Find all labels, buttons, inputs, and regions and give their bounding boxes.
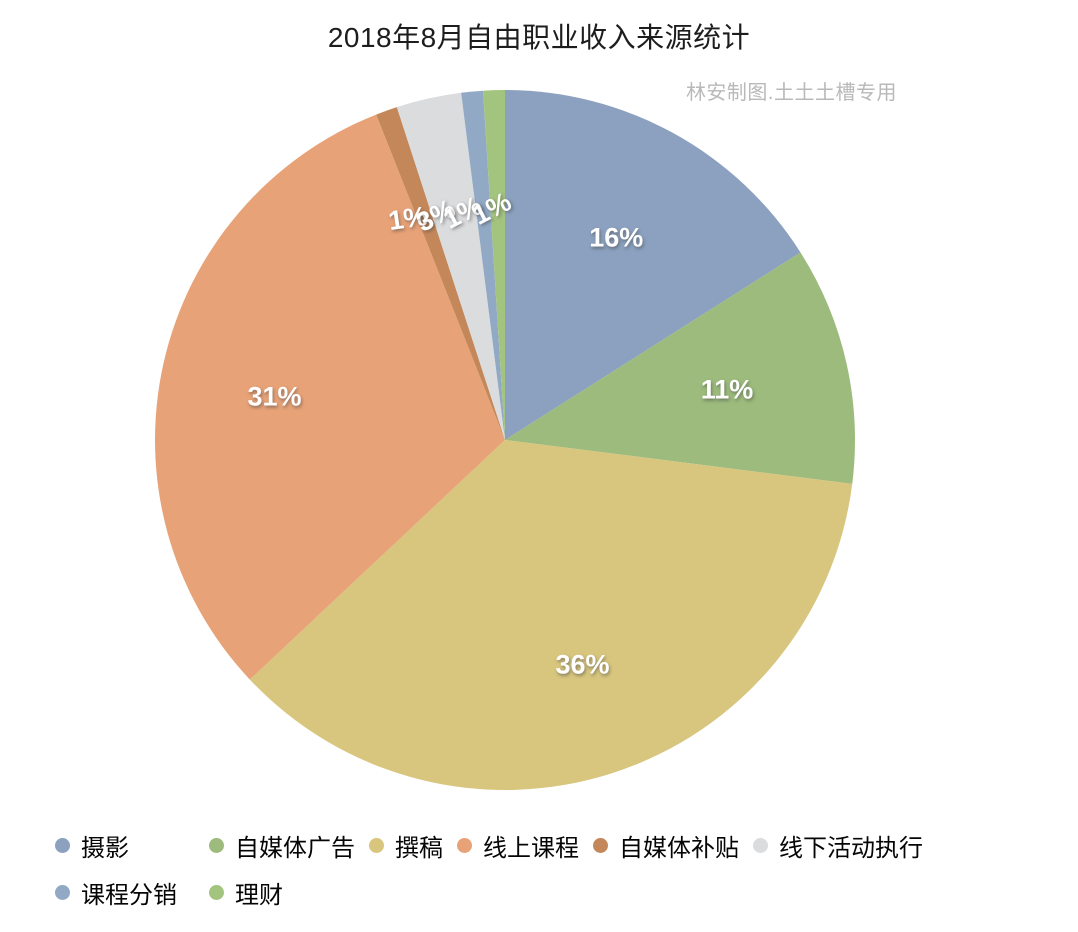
legend-label: 自媒体广告 [235,835,355,862]
pie-slice-3 [249,440,853,790]
pie-slice-5 [376,107,505,440]
legend-dot [457,838,472,853]
legend-dot [593,838,608,853]
chart-legend: 摄影 自媒体广告 撰稿 线上课程 自媒体补贴 线下活动执行课程分销 理财 [55,828,1045,910]
legend-label: 课程分销 [81,882,177,909]
watermark-text: 林安制图.土土土槽专用 [685,82,897,104]
legend-dot [209,838,224,853]
legend-item-6: 线下活动执行 [753,828,923,863]
legend-item-3: 撰稿 [369,828,443,863]
legend-item-1: 摄影 [55,828,195,863]
legend-item-7: 课程分销 [55,875,195,910]
pie-slice-6 [396,92,505,440]
legend-label: 自媒体补贴 [619,835,739,862]
pie-slice-4 [155,114,505,680]
legend-item-4: 线上课程 [457,828,579,863]
pie-slice-1 [505,90,801,440]
legend-dot [55,838,70,853]
chart-title: 2018年8月自由职业收入来源统计 [327,22,751,53]
legend-item-2: 自媒体广告 [209,828,355,863]
legend-label: 线上课程 [483,835,579,862]
legend-item-5: 自媒体补贴 [593,828,739,863]
legend-dot [753,838,768,853]
legend-label: 理财 [235,882,283,909]
legend-label: 线下活动执行 [779,835,923,862]
legend-item-8: 理财 [209,875,283,910]
pie-slice-7 [461,90,505,440]
legend-dot [55,885,70,900]
legend-label: 摄影 [81,835,129,862]
legend-label: 撰稿 [395,835,443,862]
pie-slice-8 [483,90,505,440]
legend-dot [369,838,384,853]
legend-dot [209,885,224,900]
pie-slice-2 [505,252,855,484]
